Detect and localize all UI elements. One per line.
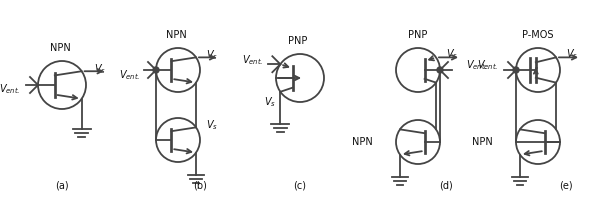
Text: NPN: NPN [165,30,186,40]
Text: (d): (d) [439,180,453,190]
Text: NPN: NPN [471,137,492,147]
Text: NPN: NPN [352,137,372,147]
Text: $V_s$: $V_s$ [566,47,578,61]
Text: $V_{ent.}$: $V_{ent.}$ [466,58,487,72]
Text: $V_{ent.}$: $V_{ent.}$ [242,53,263,67]
Text: (a): (a) [55,180,69,190]
Text: $V_s$: $V_s$ [94,62,106,76]
Text: $V_{ent.}$: $V_{ent.}$ [0,82,21,96]
Text: $V_{ent.}$: $V_{ent.}$ [477,58,499,72]
Text: $V_s$: $V_s$ [446,47,458,61]
Text: $V_{ent.}$: $V_{ent.}$ [119,68,141,82]
Text: NPN: NPN [50,43,71,53]
Circle shape [513,67,519,73]
Text: (b): (b) [193,180,207,190]
Text: $V_s$: $V_s$ [206,119,218,132]
Text: (c): (c) [294,180,307,190]
Text: PNP: PNP [409,30,428,40]
Text: $V_s$: $V_s$ [264,95,276,109]
Text: $V_s$: $V_s$ [206,48,218,62]
Text: PNP: PNP [288,36,308,46]
Text: P-MOS: P-MOS [522,30,554,40]
Text: (e): (e) [559,180,573,190]
Circle shape [437,67,443,73]
Circle shape [153,67,159,73]
